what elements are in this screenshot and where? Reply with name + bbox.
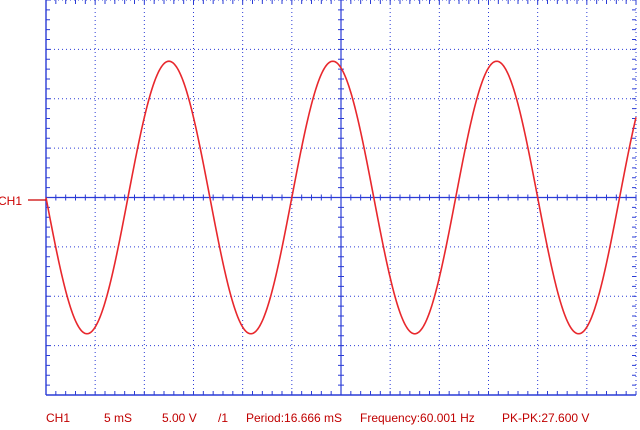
status-pk-pk: PK-PK:27.600 V bbox=[502, 411, 590, 425]
status-timebase[interactable]: 5 mS bbox=[104, 411, 133, 425]
grid-background bbox=[0, 0, 640, 405]
status-probe[interactable]: /1 bbox=[218, 411, 229, 425]
oscilloscope-screen: CH1 bbox=[0, 0, 640, 405]
ch1-waveform bbox=[45, 60, 637, 335]
status-frequency: Frequency:60.001 Hz bbox=[360, 411, 475, 425]
ch1-marker-label: CH1 bbox=[0, 194, 22, 208]
status-channel[interactable]: CH1 bbox=[46, 411, 71, 425]
measurement-status-bar: CH1 5 mS 5.00 V /1 Period:16.666 mS Freq… bbox=[0, 405, 640, 430]
status-period: Period:16.666 mS bbox=[246, 411, 343, 425]
center-axes bbox=[45, 0, 637, 396]
status-volts-div[interactable]: 5.00 V bbox=[162, 411, 197, 425]
